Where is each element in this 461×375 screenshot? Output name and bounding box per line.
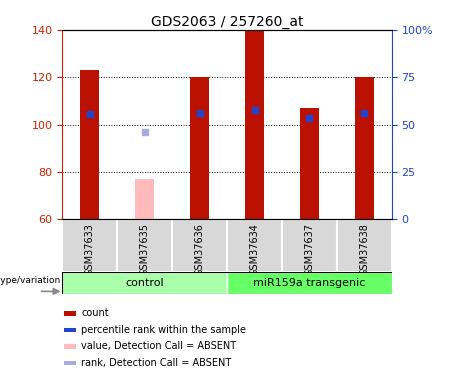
Bar [117,219,172,272]
Bar [172,219,227,272]
Bar [64,311,76,316]
Bar [80,70,99,219]
Bar [135,179,154,219]
Bar [62,272,227,294]
Text: GSM37635: GSM37635 [140,223,150,276]
Text: GSM37634: GSM37634 [249,223,260,276]
Text: rank, Detection Call = ABSENT: rank, Detection Call = ABSENT [82,358,231,368]
Bar [300,108,319,219]
Title: GDS2063 / 257260_at: GDS2063 / 257260_at [151,15,303,29]
Bar [64,361,76,365]
Text: value, Detection Call = ABSENT: value, Detection Call = ABSENT [82,342,236,351]
Bar [337,219,392,272]
Bar [355,77,374,219]
Text: GSM37636: GSM37636 [195,223,205,276]
Bar [64,344,76,349]
Text: control: control [125,278,164,288]
Text: GSM37633: GSM37633 [85,223,95,276]
Bar [190,77,209,219]
Bar [62,219,117,272]
Bar [227,272,392,294]
Bar [227,219,282,272]
Text: GSM37637: GSM37637 [304,223,314,276]
Text: miR159a transgenic: miR159a transgenic [253,278,366,288]
Text: GSM37638: GSM37638 [360,223,369,276]
Text: genotype/variation: genotype/variation [0,276,61,285]
Bar [64,328,76,332]
Text: percentile rank within the sample: percentile rank within the sample [82,325,246,335]
Bar [245,30,264,219]
Bar [282,219,337,272]
Text: count: count [82,309,109,318]
